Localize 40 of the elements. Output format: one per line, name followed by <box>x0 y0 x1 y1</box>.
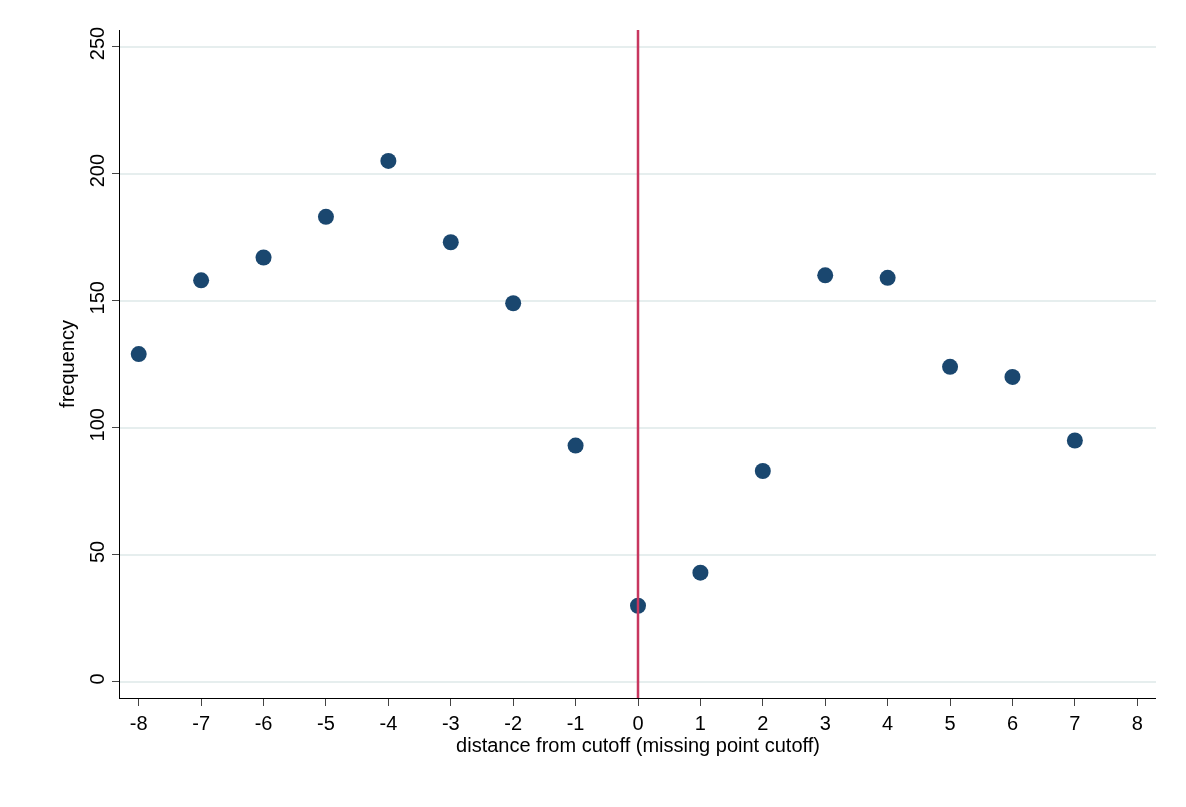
x-tick-label: 6 <box>1006 712 1019 734</box>
x-tick-label: -4 <box>379 712 398 734</box>
x-tick-label: -2 <box>504 712 523 734</box>
x-tick-label: 2 <box>757 712 769 734</box>
point <box>1066 432 1083 449</box>
x-tick-label: -6 <box>254 712 273 734</box>
y-tick-label: 150 <box>86 281 108 315</box>
y-tick-label: 200 <box>86 153 108 188</box>
point <box>380 152 397 169</box>
point <box>567 437 584 454</box>
x-tick-label: 4 <box>882 712 894 734</box>
x-tick-label: 1 <box>694 712 706 734</box>
x-tick-label: -5 <box>317 712 335 734</box>
point <box>317 208 334 225</box>
point <box>255 249 272 266</box>
point <box>879 269 896 286</box>
point <box>193 272 210 289</box>
x-tick-label: 5 <box>944 712 956 734</box>
point <box>1004 368 1021 385</box>
point <box>130 346 147 363</box>
point <box>442 234 459 251</box>
x-axis-title: distance from cutoff (missing point cutoff) <box>456 734 820 756</box>
x-tick-label: 7 <box>1069 712 1081 734</box>
y-axis-title: frequency <box>55 320 78 408</box>
point <box>505 295 522 312</box>
point <box>754 463 771 479</box>
x-tick-label: -8 <box>129 712 148 734</box>
point <box>817 267 834 284</box>
x-tick-label: -7 <box>192 712 211 734</box>
y-tick-label: 0 <box>86 673 108 685</box>
point <box>692 564 709 581</box>
x-tick-label: -1 <box>566 712 585 734</box>
y-tick-label: 100 <box>86 408 108 442</box>
x-tick-label: 8 <box>1131 712 1143 734</box>
x-tick-label: 3 <box>819 712 831 734</box>
y-tick-label: 50 <box>86 540 108 564</box>
x-tick-label: -3 <box>441 712 460 734</box>
y-tick-label: 250 <box>86 26 108 61</box>
point <box>942 358 959 375</box>
x-tick-label: 0 <box>632 712 644 734</box>
